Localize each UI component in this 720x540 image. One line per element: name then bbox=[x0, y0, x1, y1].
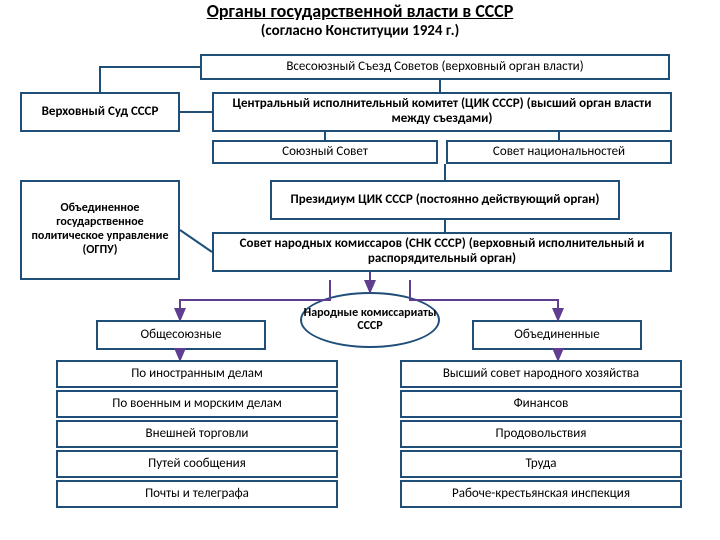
node-all-union: Общесоюзные bbox=[96, 320, 266, 350]
list-item: Путей сообщения bbox=[56, 450, 338, 478]
node-snk: Совет народных комиссаров (СНК СССР) (ве… bbox=[212, 232, 672, 272]
list-item: Внешней торговли bbox=[56, 420, 338, 448]
diagram-subtitle: (согласно Конституции 1924 г.) bbox=[0, 22, 720, 40]
node-presidium: Президиум ЦИК СССР (постоянно действующи… bbox=[270, 180, 620, 220]
diagram-title: Органы государственной власти в СССР bbox=[0, 0, 720, 22]
node-congress: Всесоюзный Съезд Советов (верховный орга… bbox=[200, 54, 670, 80]
list-item: Высший совет народного хозяйства bbox=[400, 360, 682, 388]
node-supreme-court: Верховный Суд СССР bbox=[20, 92, 180, 132]
node-united: Объединенные bbox=[472, 320, 642, 350]
node-narkom: Народные комиссариаты СССР bbox=[300, 292, 440, 348]
list-item: По иностранным делам bbox=[56, 360, 338, 388]
list-item: По военным и морским делам bbox=[56, 390, 338, 418]
list-item: Труда bbox=[400, 450, 682, 478]
list-item: Рабоче-крестьянская инспекция bbox=[400, 480, 682, 508]
node-cik: Центральный исполнительный комитет (ЦИК … bbox=[212, 92, 672, 132]
list-item: Продовольствия bbox=[400, 420, 682, 448]
list-item: Почты и телеграфа bbox=[56, 480, 338, 508]
list-item: Финансов bbox=[400, 390, 682, 418]
node-ogpu: Объединенное государственное политическо… bbox=[20, 180, 180, 280]
node-union-soviet: Союзный Совет bbox=[212, 140, 438, 164]
node-nat-soviet: Совет национальностей bbox=[446, 140, 672, 164]
